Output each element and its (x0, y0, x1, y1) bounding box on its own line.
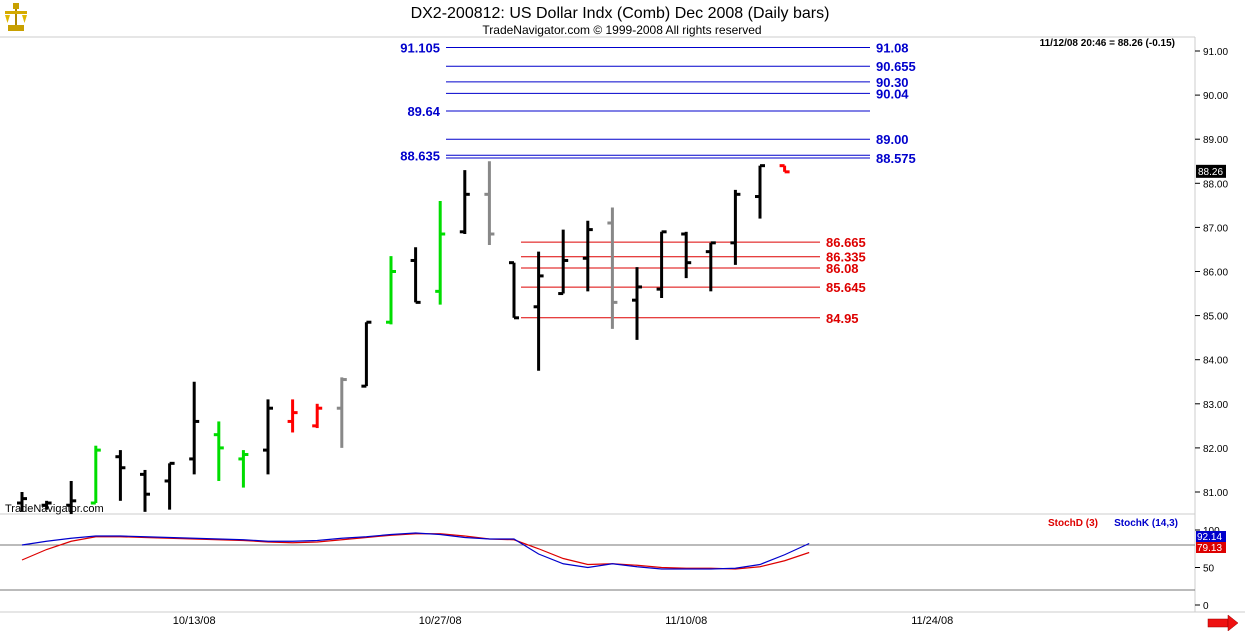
blue-level-right-label: 90.655 (876, 59, 916, 74)
ohlc-bar (41, 500, 52, 510)
ohlc-bar (435, 200, 446, 305)
price-tick-label: 85.00 (1203, 312, 1228, 323)
blue-level-left-label: 91.105 (400, 40, 440, 55)
price-tick-label: 83.00 (1203, 400, 1228, 411)
price-tick-label: 81.00 (1203, 488, 1228, 499)
current-price-label: 88.26 (1198, 167, 1223, 178)
current-price-badge: 88.26 (1196, 164, 1226, 178)
ohlc-bar (17, 492, 27, 512)
red-level-label: 85.645 (826, 280, 866, 295)
gold-balance-logo-icon[interactable] (5, 3, 27, 31)
ohlc-bar (558, 229, 569, 296)
watermark: TradeNavigator.com (5, 503, 104, 515)
ohlc-bar (681, 231, 692, 279)
stoch-d-line (21, 533, 810, 570)
red-level-label: 86.08 (826, 261, 859, 276)
red-level-label: 84.95 (826, 311, 859, 326)
ohlc-bar (607, 207, 618, 329)
status-readout: 11/12/08 20:46 = 88.26 (-0.15) (1040, 38, 1175, 49)
blue-level-right-label: 90.04 (876, 86, 909, 101)
stoch-k-value: 92.14 (1197, 532, 1222, 543)
blue-level-left-label: 89.64 (407, 104, 440, 119)
ohlc-bar (312, 403, 323, 429)
date-tick-label: 11/10/08 (665, 615, 707, 627)
stoch-tick-label: 0 (1203, 601, 1209, 612)
red-level-label: 86.335 (826, 250, 866, 265)
stoch-k-line (21, 532, 810, 570)
blue-level-right-label: 90.30 (876, 75, 909, 90)
blue-level-right-label: 89.00 (876, 132, 909, 147)
copyright-text: TradeNavigator.com © 1999-2008 All right… (482, 23, 761, 37)
price-tick-label: 89.00 (1203, 135, 1228, 146)
stochastic-panel: 100500 (0, 526, 1220, 612)
ohlc-bar (509, 261, 519, 320)
ohlc-bar (189, 381, 200, 475)
date-tick-label: 11/24/08 (911, 615, 953, 627)
ohlc-bar (361, 320, 372, 388)
price-tick-label: 91.00 (1203, 47, 1228, 58)
ohlc-bar (656, 230, 667, 298)
stoch-d-value: 79.13 (1197, 543, 1222, 554)
date-tick-label: 10/27/08 (419, 615, 462, 627)
ohlc-bar (115, 450, 126, 501)
stoch-k-legend: StochK (14,3) (1114, 518, 1178, 529)
ohlc-bar (632, 267, 642, 340)
ohlc-bar (533, 251, 544, 371)
price-bars (17, 161, 790, 515)
ohlc-bar (459, 170, 470, 235)
price-tick-label: 86.00 (1203, 268, 1228, 279)
date-tick-label: 10/13/08 (173, 615, 216, 627)
blue-level-left-label: 88.635 (400, 148, 440, 163)
ohlc-bar (287, 399, 298, 433)
ohlc-bar (238, 450, 249, 488)
ohlc-bar (263, 399, 273, 475)
ohlc-bar (164, 461, 175, 510)
price-tick-label: 88.00 (1203, 179, 1228, 190)
ohlc-bar (582, 220, 593, 292)
ohlc-bar (705, 241, 716, 292)
price-tick-label: 87.00 (1203, 223, 1228, 234)
price-axis: 91.00 90.00 89.00 88.00 87.00 86.00 85.00 84.00… (1195, 47, 1228, 499)
date-axis: 10/13/08 10/27/08 11/10/08 11/24/08 (173, 615, 953, 627)
stoch-d-legend: StochD (3) (1048, 518, 1098, 529)
ohlc-bar (755, 164, 765, 219)
ohlc-bar (213, 421, 224, 481)
price-tick-label: 84.00 (1203, 356, 1228, 367)
blue-level-right-label: 91.08 (876, 40, 909, 55)
ohlc-bar (484, 161, 495, 246)
ohlc-bar (140, 469, 150, 512)
ohlc-bar (386, 256, 396, 325)
stoch-value-badges: 92.14 79.13 (1196, 531, 1226, 554)
ohlc-bar (90, 445, 101, 505)
blue-level-right-label: 88.575 (876, 151, 916, 166)
ohlc-bar (779, 164, 790, 174)
stoch-tick-label: 50 (1203, 564, 1215, 575)
price-tick-label: 82.00 (1203, 444, 1228, 455)
ohlc-bar (66, 480, 77, 515)
price-tick-label: 90.00 (1203, 91, 1228, 102)
ohlc-bar (336, 377, 347, 448)
ohlc-bar (730, 189, 741, 265)
ohlc-bar (410, 247, 421, 304)
chart-title: DX2-200812: US Dollar Indx (Comb) Dec 20… (411, 5, 830, 22)
red-level-label: 86.665 (826, 235, 866, 250)
red-arrow-right-icon[interactable] (1207, 614, 1239, 631)
